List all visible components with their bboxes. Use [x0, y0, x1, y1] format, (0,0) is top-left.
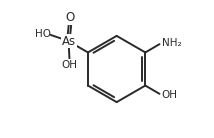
Text: NH₂: NH₂ [162, 39, 181, 48]
Text: O: O [66, 11, 75, 24]
Text: OH: OH [62, 60, 77, 70]
Text: HO: HO [35, 29, 51, 39]
Text: As: As [62, 35, 76, 48]
Text: OH: OH [162, 90, 178, 99]
